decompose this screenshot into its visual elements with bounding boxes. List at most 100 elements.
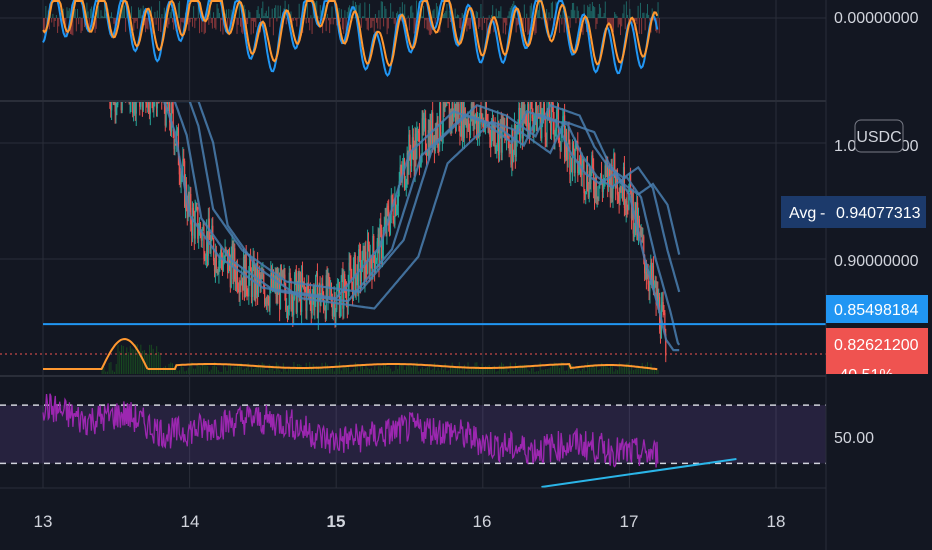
candle-body <box>202 226 204 230</box>
candle-body <box>214 250 217 272</box>
macd-histogram-bar <box>570 9 572 18</box>
avg-price-tag[interactable] <box>781 196 926 228</box>
macd-histogram-bar <box>170 9 172 18</box>
macd-histogram-bar <box>244 9 246 18</box>
candle-body <box>110 102 112 111</box>
candle-body <box>615 170 618 189</box>
macd-histogram-bar <box>251 18 253 22</box>
currency-badge[interactable] <box>854 119 904 153</box>
macd-histogram-bar <box>78 18 80 25</box>
volume-bar <box>110 362 112 374</box>
candle-body <box>180 174 182 185</box>
volume-bar <box>105 371 107 374</box>
candle-body <box>311 299 313 314</box>
volume-bar <box>548 368 550 374</box>
volume-bar <box>553 362 555 374</box>
macd-histogram-bar <box>370 18 372 29</box>
last-price-tag[interactable] <box>826 328 928 374</box>
volume-bar <box>608 367 610 374</box>
candle-body <box>296 288 298 313</box>
volume-bar <box>471 366 473 374</box>
macd-histogram-bar <box>529 5 531 19</box>
volume-bar <box>117 344 119 374</box>
macd-histogram-bar <box>588 7 590 18</box>
volume-bar <box>643 368 645 374</box>
volume-bar <box>175 366 177 374</box>
candle-body <box>204 258 206 260</box>
volume-bar <box>532 366 534 374</box>
candle-body <box>418 132 421 167</box>
volume-bar <box>409 365 411 374</box>
volume-bar <box>571 363 573 374</box>
macd-histogram-bar <box>649 18 651 21</box>
macd-histogram-bar <box>583 4 585 19</box>
candle-body <box>511 128 513 165</box>
volume-bar <box>224 367 226 374</box>
macd-histogram-bar <box>214 18 216 28</box>
volume-bar <box>439 370 441 374</box>
volume-bar <box>133 349 135 374</box>
volume-bar <box>284 367 286 374</box>
macd-histogram-bar <box>658 18 660 34</box>
volume-bar <box>126 347 128 374</box>
macd-histogram-bar <box>527 18 529 35</box>
candle-body <box>241 277 243 285</box>
volume-bar <box>428 364 430 374</box>
volume-bar <box>194 368 196 374</box>
volume-bar <box>363 369 365 374</box>
macd-histogram-bar <box>188 18 190 31</box>
candle-body <box>349 262 351 268</box>
volume-bar <box>353 368 355 374</box>
macd-histogram-bar <box>492 5 494 18</box>
candle-body <box>608 165 611 176</box>
volume-bar <box>483 367 485 374</box>
macd-histogram-bar <box>591 2 593 19</box>
macd-histogram-bar <box>275 5 277 18</box>
macd-histogram-bar <box>80 18 82 34</box>
candle-body <box>276 278 278 297</box>
candle-body <box>555 127 557 132</box>
macd-histogram-bar <box>201 18 203 33</box>
macd-histogram-bar <box>535 18 537 34</box>
macd-histogram-bar <box>365 18 367 21</box>
candle-body <box>622 186 624 201</box>
macd-histogram-bar <box>309 18 311 31</box>
macd-histogram-bar <box>134 18 136 23</box>
candle-body <box>190 194 192 225</box>
macd-histogram-bar <box>43 18 44 33</box>
macd-histogram-bar <box>130 6 132 19</box>
volume-bar <box>578 366 580 374</box>
macd-histogram-bar <box>140 8 142 18</box>
volume-bar <box>237 364 239 374</box>
candle-body <box>230 255 232 288</box>
candle-body <box>170 103 173 133</box>
macd-histogram-bar <box>636 18 638 25</box>
horizontal-line-price-tag[interactable] <box>826 295 928 323</box>
volume-bar <box>184 371 186 374</box>
macd-histogram-bar <box>627 14 629 18</box>
candle-body <box>597 196 599 199</box>
macd-histogram-bar <box>391 18 393 19</box>
macd-histogram-bar <box>414 18 416 30</box>
candle-body <box>539 101 541 118</box>
macd-histogram-bar <box>411 5 413 19</box>
candle-body <box>646 273 648 279</box>
macd-histogram-bar <box>546 8 548 18</box>
volume-bar <box>312 363 314 374</box>
volume-bar <box>536 371 538 374</box>
macd-histogram-bar <box>71 18 73 35</box>
volume-bar <box>238 365 240 374</box>
candle-body <box>189 194 191 208</box>
candle-body <box>226 250 228 252</box>
macd-histogram-bar <box>323 2 325 18</box>
candle-body <box>257 262 259 293</box>
candle-body <box>595 177 597 199</box>
candle-body <box>201 229 203 241</box>
volume-bar <box>265 369 267 374</box>
macd-histogram-bar <box>109 16 111 18</box>
macd-histogram-bar <box>571 3 573 18</box>
candle-body <box>508 140 510 151</box>
volume-bar <box>256 366 258 374</box>
volume-bar <box>372 369 374 374</box>
